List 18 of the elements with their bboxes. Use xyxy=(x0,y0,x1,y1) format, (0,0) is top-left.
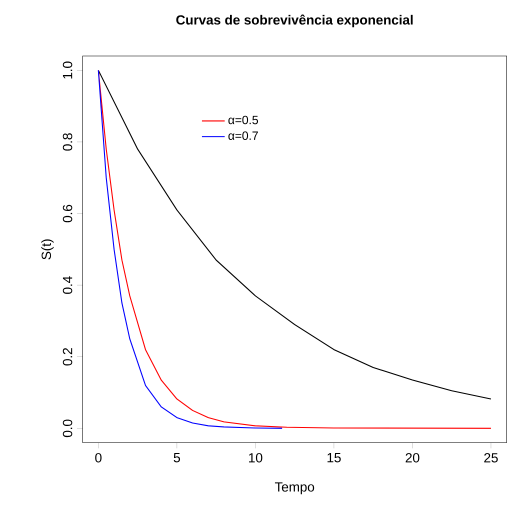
x-tick-label: 25 xyxy=(484,453,498,462)
chart-title: Curvas de sobrevivência exponencial xyxy=(176,14,412,28)
y-tick-label: 0.4 xyxy=(62,276,72,294)
line-series xyxy=(98,70,282,429)
x-tick-label: 10 xyxy=(248,453,262,462)
y-tick-label: 1.0 xyxy=(62,62,72,79)
x-tick-label: 15 xyxy=(327,453,341,462)
y-tick-label: 0.0 xyxy=(62,420,72,438)
y-tick-label: 0.2 xyxy=(62,348,72,366)
x-tick-label: 5 xyxy=(174,453,180,462)
x-axis-title: Tempo xyxy=(274,482,314,494)
x-tick-label: 20 xyxy=(406,453,420,462)
legend-label: α=0.5 xyxy=(228,116,258,124)
y-tick-label: 0.8 xyxy=(62,133,72,151)
legend-label: α=0.7 xyxy=(228,131,258,140)
x-tick-label: 0 xyxy=(95,453,102,462)
y-tick-label: 0.6 xyxy=(62,204,72,222)
y-axis-title: S(t) xyxy=(41,239,54,260)
